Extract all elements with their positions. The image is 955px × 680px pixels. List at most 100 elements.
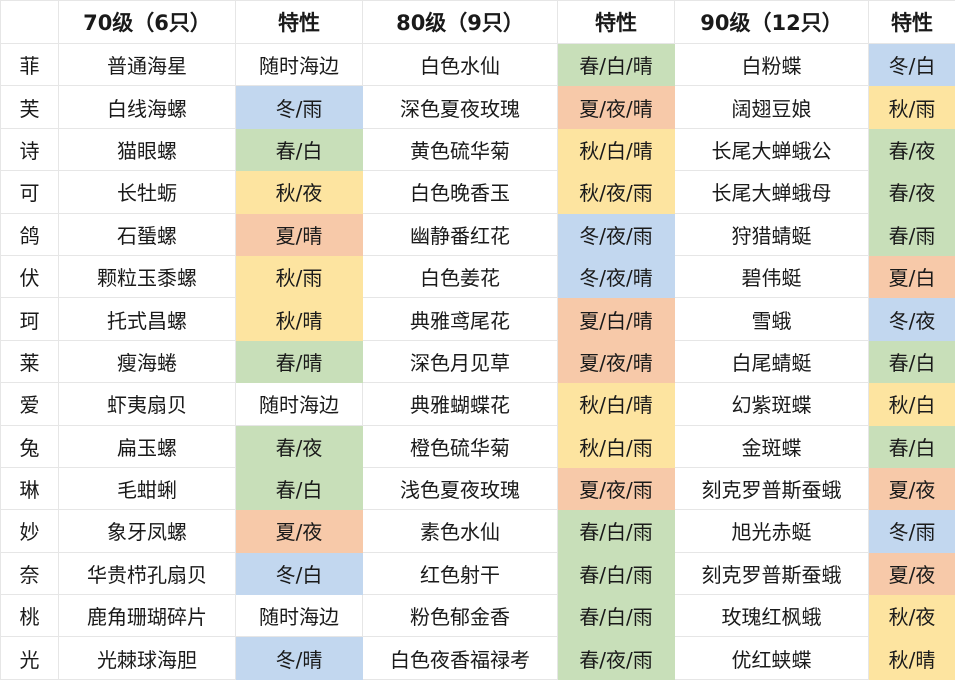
trait-90: 冬/雨 [869, 510, 955, 552]
trait-70: 随时海边 [236, 383, 363, 425]
trait-80: 秋/白/晴 [558, 128, 675, 170]
trait-80: 秋/夜/雨 [558, 171, 675, 213]
trait-70: 冬/晴 [236, 637, 363, 679]
trait-80: 春/夜/雨 [558, 637, 675, 679]
level-80-item: 浅色夏夜玫瑰 [363, 467, 558, 509]
table-row: 伏颗粒玉黍螺秋/雨白色姜花冬/夜/晴碧伟蜓夏/白 [1, 255, 955, 297]
trait-70: 秋/雨 [236, 255, 363, 297]
level-80-item: 深色夏夜玫瑰 [363, 86, 558, 128]
trait-70: 秋/晴 [236, 298, 363, 340]
table-row: 珂托式昌螺秋/晴典雅鸢尾花夏/白/晴雪蛾冬/夜 [1, 298, 955, 340]
trait-70: 春/白 [236, 467, 363, 509]
level-70-item: 普通海星 [59, 44, 236, 86]
trait-80: 冬/夜/晴 [558, 255, 675, 297]
trait-90: 秋/雨 [869, 86, 955, 128]
trait-70: 春/白 [236, 128, 363, 170]
trait-90: 冬/白 [869, 44, 955, 86]
character-cell: 可 [1, 171, 59, 213]
level-90-item: 刻克罗普斯蚕蛾 [675, 552, 869, 594]
trait-90: 秋/白 [869, 383, 955, 425]
header-level-90: 90级（12只） [675, 1, 869, 44]
character-cell: 兔 [1, 425, 59, 467]
trait-80: 夏/夜/雨 [558, 467, 675, 509]
level-70-item: 虾夷扇贝 [59, 383, 236, 425]
character-cell: 奈 [1, 552, 59, 594]
level-80-item: 典雅鸢尾花 [363, 298, 558, 340]
level-70-item: 象牙凤螺 [59, 510, 236, 552]
trait-70: 秋/夜 [236, 171, 363, 213]
level-70-item: 托式昌螺 [59, 298, 236, 340]
level-80-item: 白色水仙 [363, 44, 558, 86]
trait-70: 夏/晴 [236, 213, 363, 255]
trait-80: 春/白/雨 [558, 595, 675, 637]
trait-90: 夏/白 [869, 255, 955, 297]
trait-90: 秋/夜 [869, 595, 955, 637]
level-70-item: 华贵栉孔扇贝 [59, 552, 236, 594]
trait-90: 夏/夜 [869, 467, 955, 509]
header-row: 70级（6只） 特性 80级（9只） 特性 90级（12只） 特性 [1, 1, 955, 44]
table-row: 诗猫眼螺春/白黄色硫华菊秋/白/晴长尾大蝉蛾公春/夜 [1, 128, 955, 170]
level-70-item: 石蜑螺 [59, 213, 236, 255]
table-row: 桃鹿角珊瑚碎片随时海边粉色郁金香春/白/雨玫瑰红枫蛾秋/夜 [1, 595, 955, 637]
level-90-item: 白尾蜻蜓 [675, 340, 869, 382]
level-80-item: 黄色硫华菊 [363, 128, 558, 170]
trait-80: 秋/白/雨 [558, 425, 675, 467]
character-cell: 芙 [1, 86, 59, 128]
level-80-item: 橙色硫华菊 [363, 425, 558, 467]
level-70-item: 颗粒玉黍螺 [59, 255, 236, 297]
trait-80: 夏/夜/晴 [558, 86, 675, 128]
table-row: 鸽石蜑螺夏/晴幽静番红花冬/夜/雨狩猎蜻蜓春/雨 [1, 213, 955, 255]
character-cell: 光 [1, 637, 59, 679]
header-trait-90: 特性 [869, 1, 955, 44]
level-90-item: 旭光赤蜓 [675, 510, 869, 552]
level-70-item: 瘦海蜷 [59, 340, 236, 382]
character-cell: 莱 [1, 340, 59, 382]
level-80-item: 幽静番红花 [363, 213, 558, 255]
level-80-item: 红色射干 [363, 552, 558, 594]
trait-70: 夏/夜 [236, 510, 363, 552]
trait-70: 冬/白 [236, 552, 363, 594]
character-cell: 爱 [1, 383, 59, 425]
character-cell: 珂 [1, 298, 59, 340]
trait-80: 冬/夜/雨 [558, 213, 675, 255]
level-80-item: 典雅蝴蝶花 [363, 383, 558, 425]
trait-80: 秋/白/晴 [558, 383, 675, 425]
character-cell: 鸽 [1, 213, 59, 255]
trait-80: 春/白/雨 [558, 552, 675, 594]
trait-70: 春/夜 [236, 425, 363, 467]
level-80-item: 白色晚香玉 [363, 171, 558, 213]
level-90-item: 刻克罗普斯蚕蛾 [675, 467, 869, 509]
level-80-item: 粉色郁金香 [363, 595, 558, 637]
character-cell: 琳 [1, 467, 59, 509]
table-row: 芙白线海螺冬/雨深色夏夜玫瑰夏/夜/晴阔翅豆娘秋/雨 [1, 86, 955, 128]
level-90-item: 优红蛱蝶 [675, 637, 869, 679]
table-row: 菲普通海星随时海边白色水仙春/白/晴白粉蝶冬/白 [1, 44, 955, 86]
trait-90: 春/白 [869, 340, 955, 382]
trait-90: 春/白 [869, 425, 955, 467]
header-trait-70: 特性 [236, 1, 363, 44]
header-level-70: 70级（6只） [59, 1, 236, 44]
level-90-item: 阔翅豆娘 [675, 86, 869, 128]
level-70-item: 扁玉螺 [59, 425, 236, 467]
character-cell: 诗 [1, 128, 59, 170]
table-row: 莱瘦海蜷春/晴深色月见草夏/夜/晴白尾蜻蜓春/白 [1, 340, 955, 382]
header-trait-80: 特性 [558, 1, 675, 44]
level-70-item: 鹿角珊瑚碎片 [59, 595, 236, 637]
character-cell: 菲 [1, 44, 59, 86]
trait-90: 夏/夜 [869, 552, 955, 594]
table-row: 爱虾夷扇贝随时海边典雅蝴蝶花秋/白/晴幻紫斑蝶秋/白 [1, 383, 955, 425]
table-row: 兔扁玉螺春/夜橙色硫华菊秋/白/雨金斑蝶春/白 [1, 425, 955, 467]
level-80-item: 白色夜香福禄考 [363, 637, 558, 679]
trait-70: 冬/雨 [236, 86, 363, 128]
trait-90: 秋/晴 [869, 637, 955, 679]
level-80-item: 白色姜花 [363, 255, 558, 297]
table-row: 光光棘球海胆冬/晴白色夜香福禄考春/夜/雨优红蛱蝶秋/晴 [1, 637, 955, 679]
level-90-item: 玫瑰红枫蛾 [675, 595, 869, 637]
level-70-item: 白线海螺 [59, 86, 236, 128]
level-90-item: 长尾大蝉蛾公 [675, 128, 869, 170]
level-70-item: 猫眼螺 [59, 128, 236, 170]
level-90-item: 碧伟蜓 [675, 255, 869, 297]
trait-80: 夏/白/晴 [558, 298, 675, 340]
character-cell: 桃 [1, 595, 59, 637]
